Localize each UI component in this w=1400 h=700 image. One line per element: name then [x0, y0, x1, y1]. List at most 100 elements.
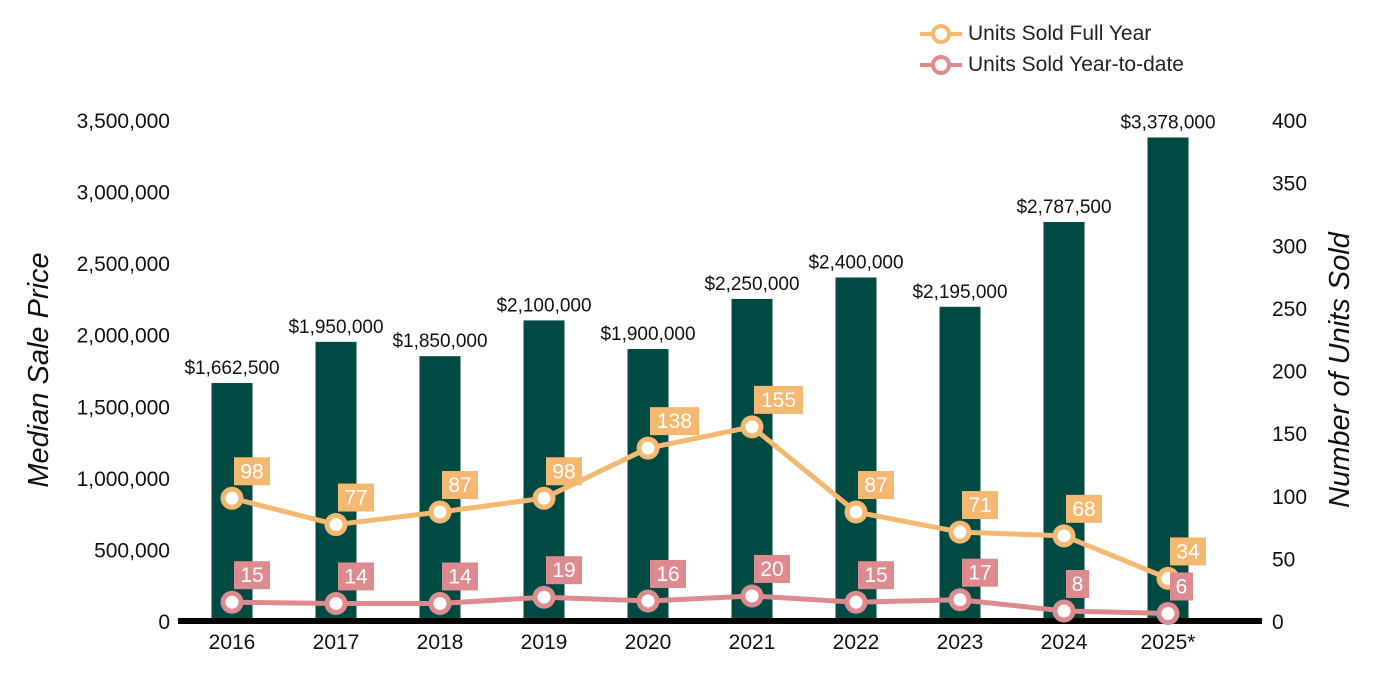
data-label-bg [858, 471, 894, 500]
data-label-full-year: 138 [657, 410, 692, 433]
left-tick-label: 3,500,000 [77, 110, 170, 133]
data-label-full-year: 71 [968, 494, 991, 517]
legend-swatch-ytd [920, 54, 962, 75]
left-tick-label: 500,000 [94, 539, 170, 562]
data-label-ytd: 15 [864, 564, 887, 587]
bar-value-label: $1,850,000 [392, 331, 487, 352]
right-tick-label: 200 [1272, 361, 1307, 384]
x-tick-label: 2019 [521, 631, 568, 654]
legend-label-full-year: Units Sold Full Year [968, 21, 1152, 45]
series-point-ytd [532, 585, 556, 609]
data-label-ytd: 15 [240, 564, 263, 587]
data-label-bg [338, 483, 374, 512]
series-point-ytd [1156, 601, 1180, 625]
data-label-bg [442, 562, 478, 591]
x-tick-label: 2020 [625, 631, 672, 654]
data-label-full-year: 77 [344, 487, 367, 510]
bar-value-label: $2,100,000 [496, 295, 591, 316]
legend-swatch-full-year [920, 23, 962, 44]
right-tick-label: 300 [1272, 235, 1307, 258]
x-tick-label: 2016 [209, 631, 256, 654]
data-label-ytd: 14 [344, 565, 368, 588]
series-ytd: 15 14 14 19 16 20 15 17 8 6 [220, 554, 1193, 625]
legend-item-full-year: Units Sold Full Year [918, 18, 1184, 49]
left-tick-label: 3,000,000 [77, 182, 170, 205]
bar-value-label: $1,900,000 [600, 324, 695, 345]
data-label-full-year: 34 [1176, 540, 1200, 563]
line-series-group: 98 77 87 98 138 155 87 71 68 34 15 14 14 19 16 20 15 17 8 6 [220, 385, 1206, 625]
right-tick-label: 50 [1272, 548, 1295, 571]
left-tick-label: 2,000,000 [77, 325, 170, 348]
data-label-full-year: 98 [240, 460, 263, 483]
x-tick-label: 2017 [313, 631, 360, 654]
series-point-ytd [740, 584, 764, 608]
chart-legend: Units Sold Full Year Units Sold Year-to-… [918, 18, 1184, 80]
right-tick-label: 400 [1272, 110, 1307, 133]
x-tick-label: 2021 [729, 631, 776, 654]
series-point-ytd [1052, 599, 1076, 623]
series-line-full-year [231, 424, 1169, 581]
legend-label-ytd: Units Sold Year-to-date [968, 52, 1184, 76]
data-label-bg [650, 407, 699, 436]
data-label-bg [338, 562, 374, 591]
series-full-year: 98 77 87 98 138 155 87 71 68 34 [220, 385, 1206, 590]
data-label-full-year: 87 [448, 474, 471, 497]
right-tick-label: 250 [1272, 298, 1307, 321]
left-axis-title: Median Sale Price [23, 252, 55, 487]
data-label-bg [1170, 572, 1193, 601]
series-point-ytd [324, 591, 348, 615]
data-label-ytd: 17 [968, 562, 991, 585]
series-point-full-year [324, 513, 348, 537]
data-label-ytd: 6 [1176, 575, 1188, 598]
data-label-bg [962, 491, 998, 520]
bar-value-label: $1,662,500 [184, 358, 279, 379]
left-tick-label: 2,500,000 [77, 253, 170, 276]
legend-item-ytd: Units Sold Year-to-date [918, 49, 1184, 80]
series-point-full-year [532, 486, 556, 510]
bar-value-label: $2,250,000 [704, 274, 799, 295]
data-label-full-year: 87 [864, 474, 887, 497]
series-point-full-year [844, 500, 868, 524]
data-label-ytd: 8 [1072, 573, 1084, 596]
data-label-bg [650, 559, 686, 588]
series-point-ytd [636, 589, 660, 613]
data-label-bg [1066, 569, 1089, 598]
left-tick-label: 1,000,000 [77, 468, 170, 491]
x-tick-label: 2022 [833, 631, 880, 654]
x-tick-label: 2025* [1141, 631, 1196, 654]
data-label-full-year: 155 [761, 389, 796, 412]
series-point-ytd [844, 590, 868, 614]
right-tick-label: 150 [1272, 423, 1307, 446]
left-tick-label: 1,500,000 [77, 396, 170, 419]
bar-value-label: $3,378,000 [1120, 112, 1215, 133]
series-point-full-year [1052, 524, 1076, 548]
data-label-bg [1170, 537, 1206, 566]
data-label-full-year: 98 [552, 460, 575, 483]
series-point-full-year [220, 486, 244, 510]
series-line-ytd [231, 593, 1169, 616]
x-axis-ticks: 2016 2017 2018 2019 2020 2021 2022 2023 2024 2025… [209, 631, 1196, 654]
right-axis-title: Number of Units Sold [1324, 231, 1356, 507]
series-point-full-year [428, 500, 452, 524]
left-axis-ticks: 0 500,000 1,000,000 1,500,000 2,000,000 2,500… [77, 110, 170, 634]
data-label-ytd: 19 [552, 559, 575, 582]
series-point-full-year [948, 520, 972, 544]
x-tick-label: 2023 [937, 631, 984, 654]
bar-value-label: $2,787,500 [1016, 197, 1111, 218]
data-label-bg [962, 558, 998, 587]
data-label-bg [754, 554, 790, 583]
right-tick-label: 350 [1272, 173, 1307, 196]
x-tick-label: 2018 [417, 631, 464, 654]
x-tick-label: 2024 [1041, 631, 1088, 654]
data-label-ytd: 16 [656, 563, 679, 586]
series-point-ytd [948, 588, 972, 612]
data-label-full-year: 68 [1072, 498, 1095, 521]
bar-value-label: $1,950,000 [288, 317, 383, 338]
right-tick-label: 100 [1272, 486, 1307, 509]
series-point-ytd [428, 591, 452, 615]
data-label-bg [858, 561, 894, 590]
bar-value-label: $2,195,000 [912, 282, 1007, 303]
data-label-bg [546, 556, 582, 585]
data-label-bg [442, 471, 478, 500]
